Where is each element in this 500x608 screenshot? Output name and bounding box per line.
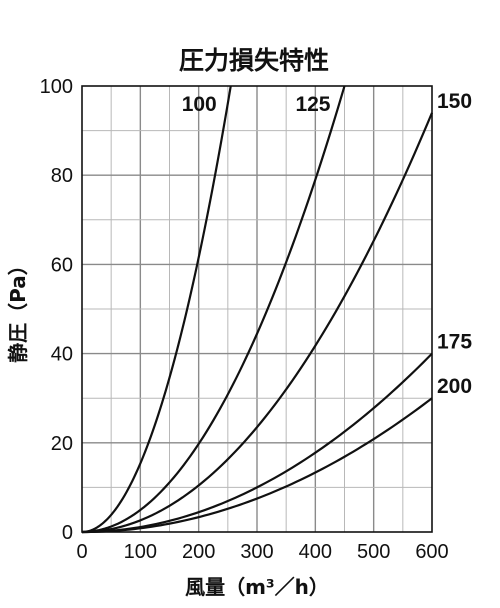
y-tick-label: 40 <box>51 344 73 366</box>
y-tick-label: 0 <box>62 522 73 544</box>
series-labels: 100 125 150 175 200 <box>182 90 473 398</box>
curves <box>81 85 434 534</box>
x-tick-label: 500 <box>357 541 390 563</box>
series-curve-100 <box>81 85 232 534</box>
x-tick-label: 0 <box>76 541 87 563</box>
series-label-150: 150 <box>437 90 472 113</box>
series-curve-200 <box>81 397 433 534</box>
x-tick-label: 200 <box>182 541 215 563</box>
x-axis-label: 風量（m³／h） <box>185 575 329 599</box>
plot-frame <box>81 85 433 533</box>
chart-title: 圧力損失特性 <box>179 46 329 75</box>
grid <box>82 86 432 532</box>
series-curve-150 <box>81 112 434 534</box>
x-tick-label: 400 <box>299 541 332 563</box>
x-tick-label: 600 <box>415 541 448 563</box>
y-tick-label: 80 <box>51 165 73 187</box>
series-label-200: 200 <box>437 375 472 398</box>
series-curve-175 <box>81 352 433 534</box>
series-label-125: 125 <box>295 93 330 116</box>
series-label-175: 175 <box>437 331 472 354</box>
y-tick-label: 60 <box>51 254 73 276</box>
x-tick-label: 100 <box>124 541 157 563</box>
x-tick-label: 300 <box>240 541 273 563</box>
y-axis-label: 静圧（Pa） <box>6 255 30 363</box>
y-tick-label: 20 <box>51 433 73 455</box>
series-label-100: 100 <box>182 93 217 116</box>
tick-labels: 0 100 200 300 400 500 600 0 20 40 60 80 100 <box>40 76 449 563</box>
series-curve-125 <box>81 85 346 534</box>
y-tick-label: 100 <box>40 76 73 98</box>
